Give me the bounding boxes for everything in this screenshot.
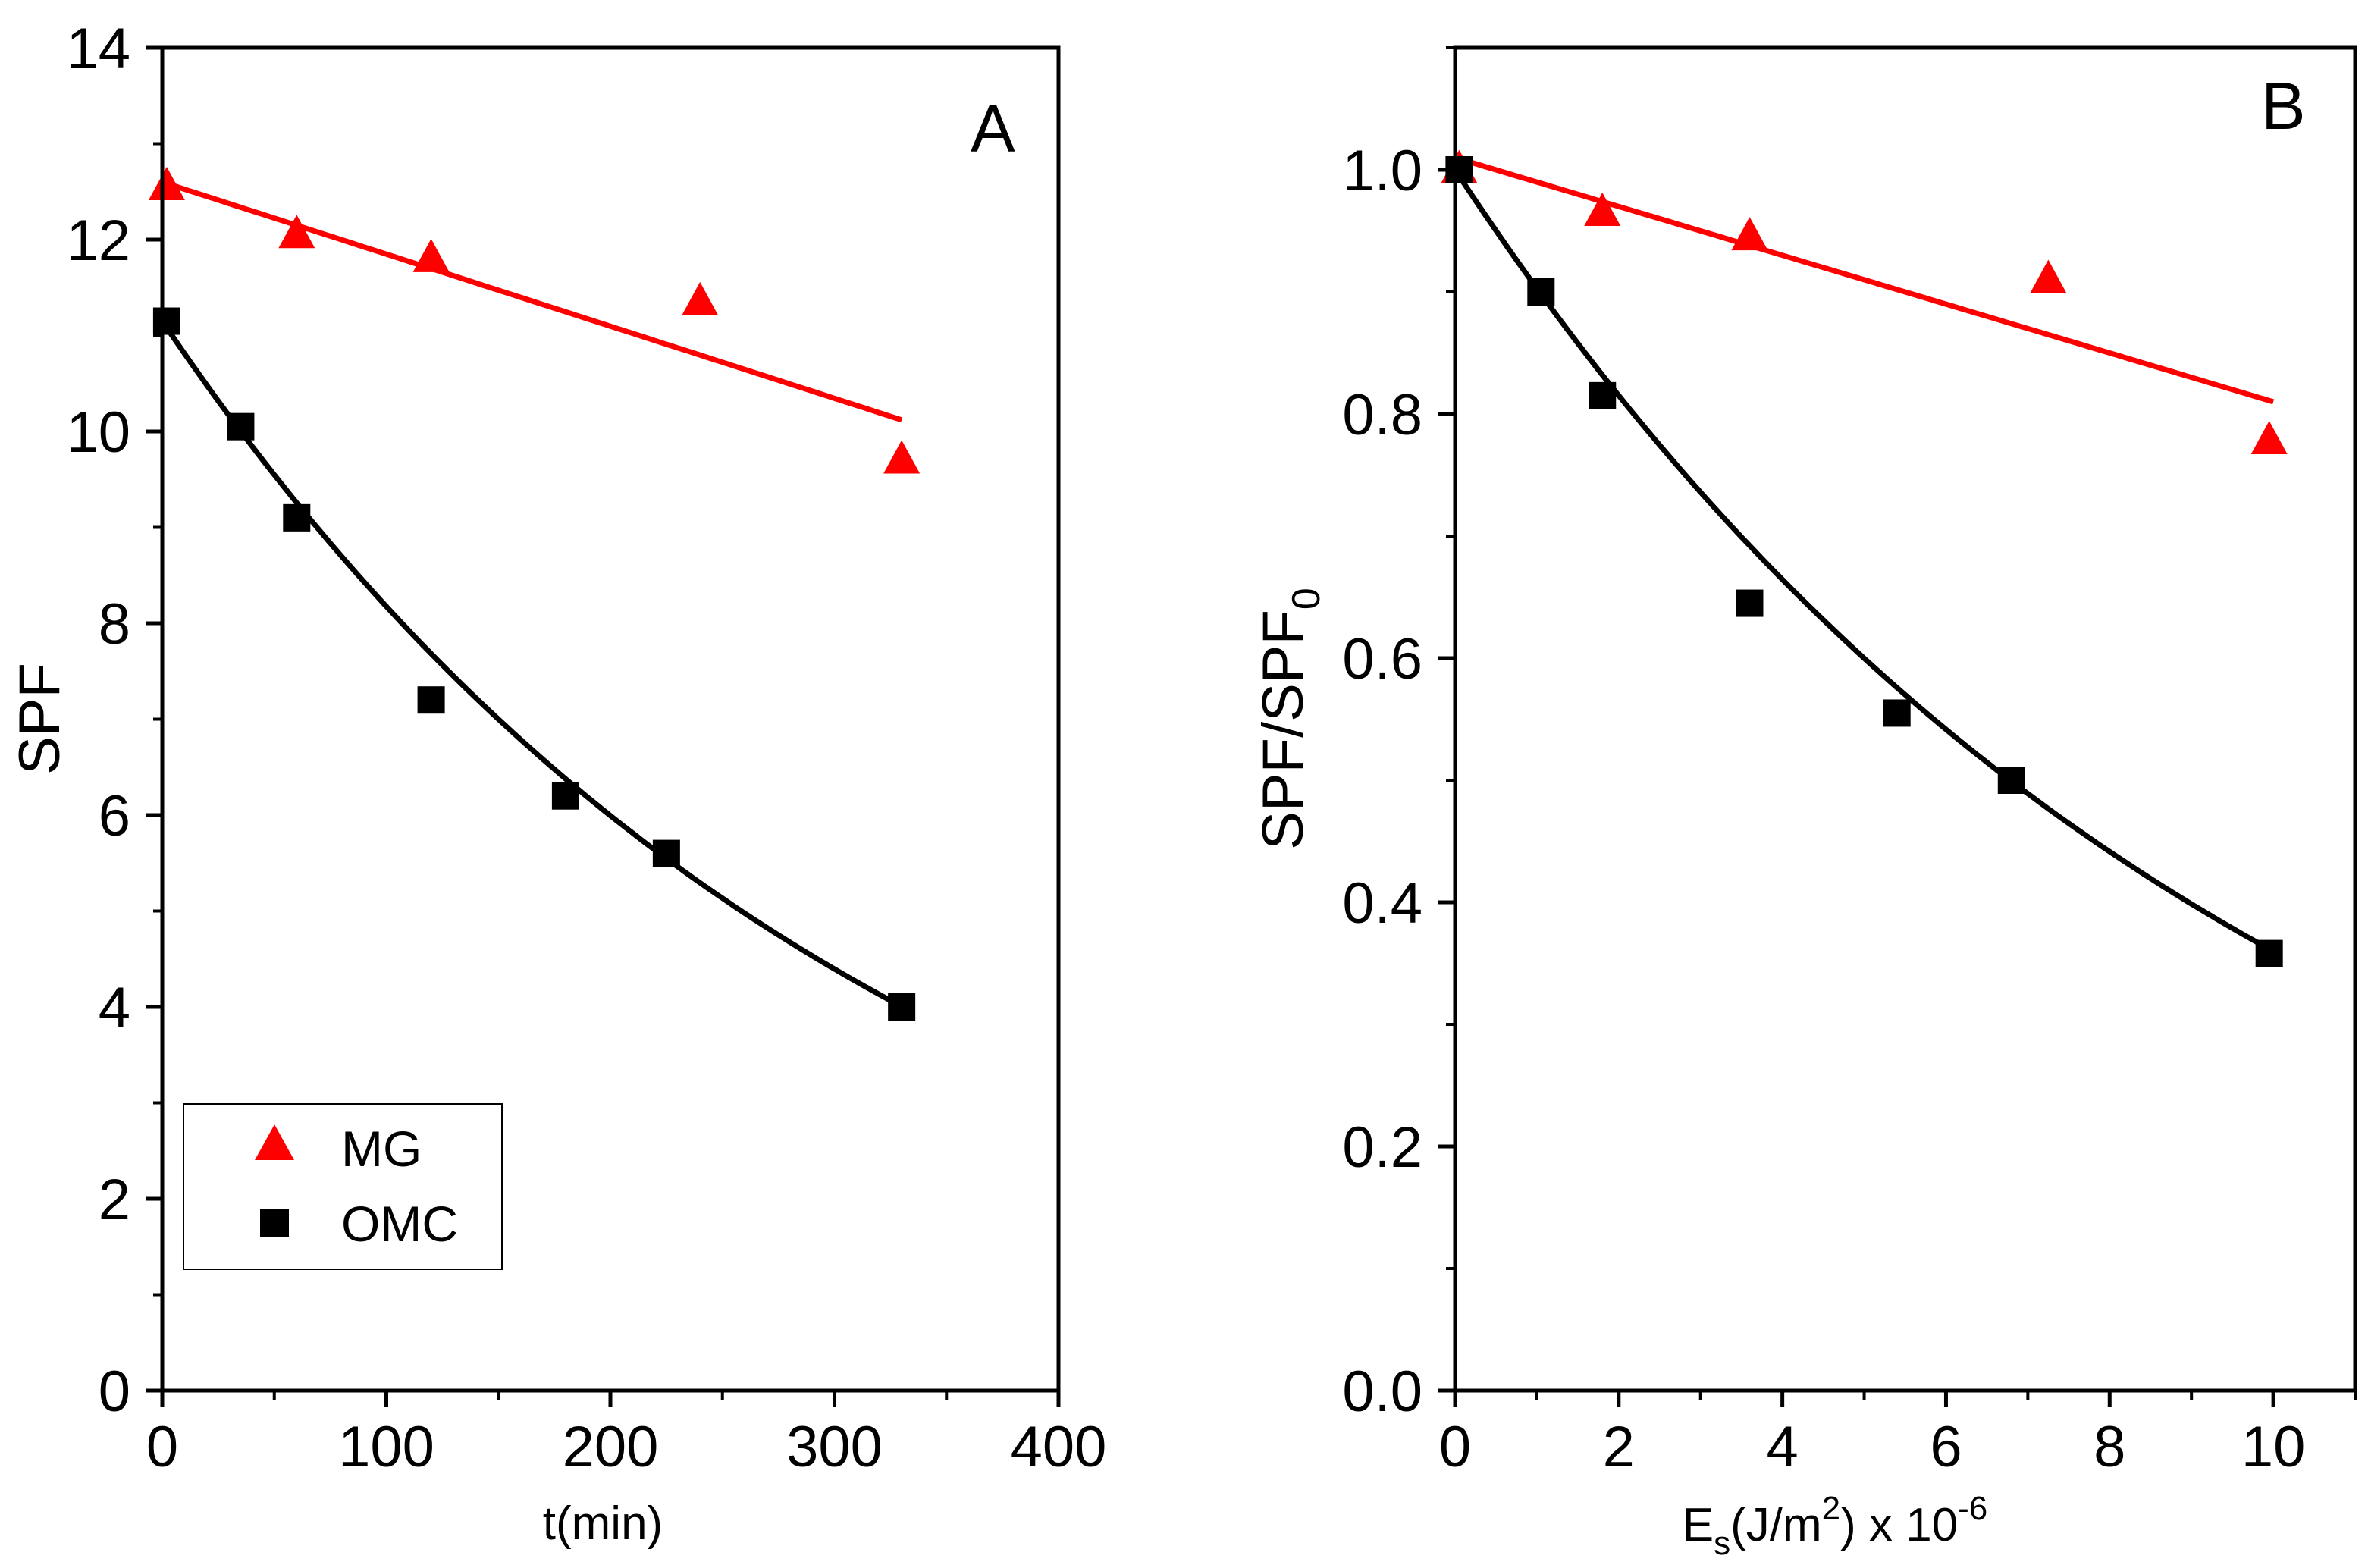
legend-mg-marker [255,1124,294,1160]
panel-a-omc-fit-line [160,319,903,1009]
x-tick-label: 4 [1766,1415,1798,1479]
panel-b-mg-point [2250,421,2288,455]
legend-box [183,1103,503,1270]
y-tick-label: 10 [66,400,130,465]
panel-a-mg-point [148,167,185,201]
y-tick-label: 8 [99,592,130,657]
y-tick-label: 0.2 [1342,1115,1422,1180]
y-tick-label: 0 [99,1359,130,1424]
y-tick-label: 14 [66,17,130,81]
panel-b-label: B [2261,68,2306,143]
y-tick-label: 1.0 [1342,139,1422,203]
y-tick-label: 12 [66,209,130,273]
legend-omc-label: OMC [341,1196,458,1252]
panel-a-omc-point [652,839,680,867]
panel-b-xlabel-end: ) x 10 [1840,1499,1958,1551]
panel-a-legend: MG OMC [183,1103,503,1270]
panel-a-mg-point [412,238,450,272]
x-tick-label: 200 [563,1415,659,1479]
panel-a-mg-point [883,440,921,474]
panel-b-omc-point [1997,767,2025,794]
y-tick-label: 0.4 [1342,871,1422,936]
panel-b-omc-point [1527,278,1555,306]
x-tick-label: 6 [1930,1415,1962,1479]
panel-a-omc-point [417,686,445,714]
panel-b-xlabel-mid: (J/m [1730,1499,1822,1551]
x-tick-label: 100 [338,1415,434,1479]
panel-a-omc-point [227,412,255,441]
panel-a: 0 100 200 300 400 0 2 4 6 8 10 12 14 A SPF t(min) MG… [8,17,1106,1550]
x-tick-label: 0 [1439,1415,1471,1479]
panel-a-mg-point [278,215,315,249]
panel-b-xlabel-sup: 2 [1822,1490,1840,1527]
y-tick-label: 2 [99,1168,130,1232]
legend-omc-marker [260,1209,289,1237]
y-tick-label: 6 [99,784,130,848]
panel-b-xlabel-sub: s [1714,1525,1730,1562]
panel-a-axes: 0 100 200 300 400 0 2 4 6 8 10 12 14 [66,17,1106,1479]
panel-b-y-axis-title: SPF/SPF0 [1251,588,1328,850]
panel-b-mg-point [1731,217,1768,251]
panel-a-plot-area [148,167,921,1021]
x-tick-label: 2 [1603,1415,1635,1479]
y-tick-label: 0.8 [1342,383,1422,447]
x-tick-label: 300 [786,1415,883,1479]
panel-b-omc-point [1736,589,1764,617]
panel-b-mg-point [2030,259,2067,293]
panel-b-plot-area [1441,149,2288,967]
x-tick-label: 10 [2241,1415,2306,1479]
panel-b-ylabel-main: SPF/SPF [1251,610,1316,850]
panel-b-xlabel-main: E [1683,1499,1714,1551]
x-tick-label: 0 [146,1415,178,1479]
panel-b-x-axis-title: Es(J/m2) x 10-6 [1683,1490,1988,1562]
panel-a-omc-point [551,782,579,810]
panel-b-xlabel-exp: -6 [1958,1490,1987,1527]
panel-b-omc-point [1883,699,1911,727]
y-tick-label: 0.0 [1342,1359,1422,1424]
panel-b-omc-point [1589,381,1617,409]
panel-a-mg-fit-line [161,179,903,423]
y-tick-label: 4 [99,976,130,1040]
legend-mg-label: MG [341,1121,422,1177]
panel-a-y-axis-title: SPF [8,663,72,775]
panel-b: 0 2 4 6 8 100.00.20.40.60.81.0 B SPF/SPF0 Es(… [1251,45,2357,1562]
y-tick-label: 0.6 [1342,627,1422,691]
panel-a-omc-point [283,503,311,532]
panel-a-omc-point [152,307,180,335]
panel-b-mg-point [1584,192,1621,226]
x-tick-label: 8 [2094,1415,2125,1479]
panel-a-label: A [971,91,1015,166]
panel-b-ylabel-sub: 0 [1284,588,1328,610]
panel-a-mg-point [682,281,719,315]
panel-b-omc-fit-line [1453,168,2275,954]
panel-b-axes: 0 2 4 6 8 10 0.0 0.2 0.4 0.6 0.8 1.0 [1342,46,2357,1479]
panel-b-frame [1453,45,2357,1393]
x-tick-label: 400 [1011,1415,1107,1479]
panel-b-mg-fit-line [1454,155,2275,405]
panel-a-omc-point [888,993,916,1021]
panel-b-omc-point [2255,939,2283,967]
panel-a-x-axis-title: t(min) [543,1497,663,1550]
